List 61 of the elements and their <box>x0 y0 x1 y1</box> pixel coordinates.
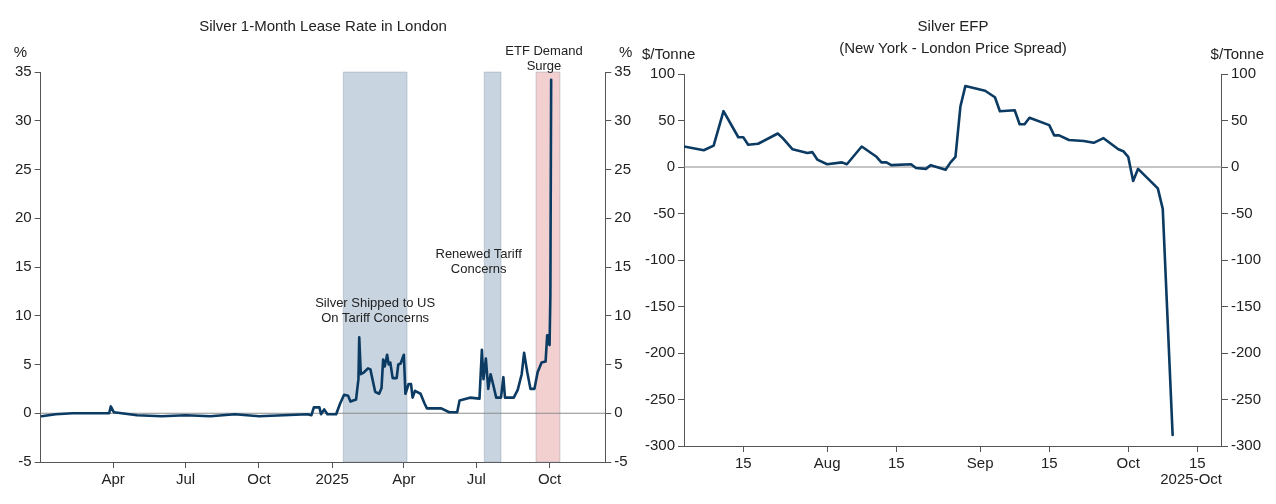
y2-tick-label: 10 <box>614 305 631 323</box>
y2-tick-label: 35 <box>614 62 631 80</box>
x-tick-label: Jul <box>466 470 486 488</box>
x-tick-label: Apr <box>392 470 416 488</box>
y-tick-label: 5 <box>23 354 32 372</box>
y-tick-label: 0 <box>23 403 32 421</box>
y-tick-label: 100 <box>649 64 676 82</box>
x-tick-label: Oct <box>1116 454 1141 472</box>
band-label: Renewed Tariff Concerns <box>435 246 523 277</box>
y2-tick-label: 15 <box>614 257 631 275</box>
y-tick-label: 30 <box>15 110 32 128</box>
y-tick-label: -200 <box>644 343 676 361</box>
x-tick-label: 15 <box>887 454 905 472</box>
x-tick-label: 15 <box>734 454 752 472</box>
y2-tick-label: -100 <box>1230 250 1262 268</box>
x-tick-label: Apr <box>101 470 125 488</box>
y-tick-label: 50 <box>658 110 676 128</box>
band-label: ETF Demand Surge <box>505 43 583 74</box>
x-tick-label: Oct <box>537 470 563 488</box>
y-axis-title: % <box>13 42 28 60</box>
y-tick-label: -300 <box>644 436 676 454</box>
y2-tick-label: 25 <box>614 159 631 177</box>
y-tick-label: 10 <box>15 305 32 323</box>
y2-axis-title: $/Tonne <box>1210 44 1265 62</box>
x-tick-label: 2025 <box>315 470 349 488</box>
chart-title: Silver 1-Month Lease Rate in London <box>199 17 447 35</box>
x-tick-label: 15 <box>1188 454 1206 472</box>
y2-tick-label: 20 <box>614 208 631 226</box>
y2-axis-title: % <box>618 42 633 60</box>
y-tick-label: 35 <box>15 62 32 80</box>
y2-tick-label: 0 <box>614 403 623 421</box>
y-tick-label: -250 <box>644 389 676 407</box>
y-axis-title: $/Tonne <box>641 44 696 62</box>
x-tick-label: Sep <box>966 454 994 472</box>
y2-tick-label: -150 <box>1230 296 1262 314</box>
y-tick-label: 20 <box>15 208 32 226</box>
y2-tick-label: -300 <box>1230 436 1262 454</box>
y2-tick-label: 100 <box>1230 64 1257 82</box>
y2-tick-label: -250 <box>1230 389 1262 407</box>
y2-tick-label: -5 <box>614 452 628 470</box>
y-tick-label: -150 <box>644 296 676 314</box>
band-label: Silver Shipped to US On Tariff Concerns <box>315 294 436 325</box>
text: 2025-Oct <box>1160 469 1223 487</box>
y2-tick-label: 50 <box>1230 110 1248 128</box>
x-tick-label: Aug <box>813 454 841 472</box>
x-tick-label: 15 <box>1040 454 1058 472</box>
y-tick-label: 15 <box>15 257 32 275</box>
chart-title: Silver EFP <box>917 17 989 35</box>
y-tick-label: 25 <box>15 159 32 177</box>
y2-tick-label: 0 <box>1230 157 1240 175</box>
y2-tick-label: -200 <box>1230 343 1262 361</box>
y-tick-label: 0 <box>666 157 676 175</box>
y-tick-label: -50 <box>653 203 676 221</box>
chart-subtitle: (New York - London Price Spread) <box>839 39 1067 57</box>
y-tick-label: -100 <box>644 250 676 268</box>
y2-tick-label: 30 <box>614 110 631 128</box>
y2-tick-label: 5 <box>614 354 623 372</box>
y2-tick-label: -50 <box>1230 203 1253 221</box>
x-tick-label: Jul <box>176 470 196 488</box>
x-tick-label: Oct <box>247 470 272 488</box>
y-tick-label: -5 <box>18 452 32 470</box>
